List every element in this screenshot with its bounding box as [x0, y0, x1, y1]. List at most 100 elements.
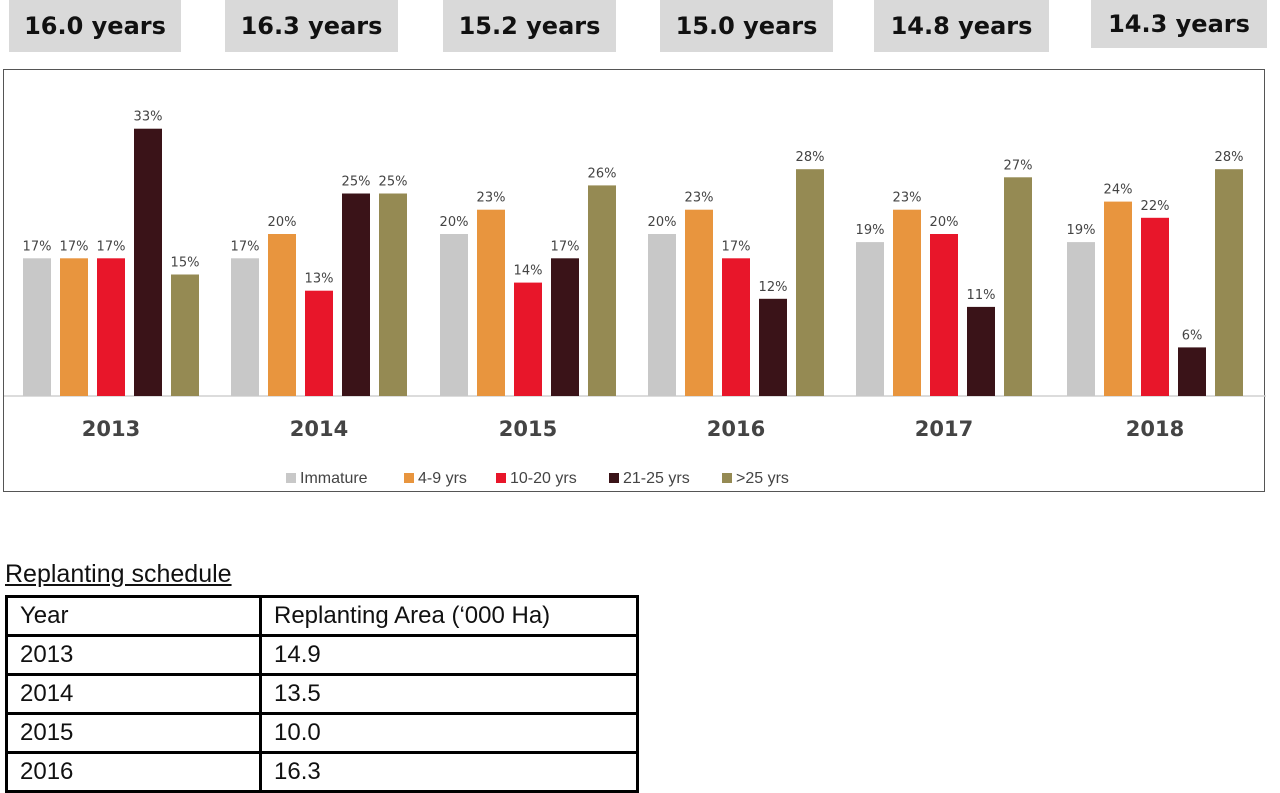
- data-label: 17%: [97, 239, 126, 254]
- year-tick-label: 2017: [915, 417, 973, 441]
- data-label: 20%: [648, 215, 677, 230]
- legend-swatch: [609, 473, 619, 483]
- bar-2017-1020yrs: [930, 234, 958, 396]
- replanting-schedule-table: Year Replanting Area (‘000 Ha) 2013 14.9…: [5, 595, 639, 793]
- year-tick-label: 2018: [1126, 417, 1184, 441]
- average-age-value: 16.3 years: [240, 12, 383, 40]
- bar-2017-2125yrs: [967, 306, 995, 396]
- legend-item: Immature: [286, 470, 368, 487]
- data-label: 17%: [60, 239, 89, 254]
- average-age-box-2015: 15.2 years: [443, 0, 616, 52]
- cell-area: 16.3: [259, 751, 639, 793]
- bar-2016-25yrs: [796, 169, 824, 396]
- bar-2013-2125yrs: [134, 128, 162, 396]
- data-label: 19%: [1067, 223, 1096, 238]
- average-age-value: 14.8 years: [890, 12, 1033, 40]
- cell-area: 10.0: [259, 712, 639, 754]
- bar-2014-1020yrs: [305, 290, 333, 396]
- bar-2017-49yrs: [893, 209, 921, 396]
- legend-item: 4-9 yrs: [404, 470, 467, 487]
- data-label: 27%: [1004, 158, 1033, 173]
- data-label: 17%: [722, 239, 751, 254]
- table-row: 2013 14.9: [5, 634, 639, 676]
- bar-2013-25yrs: [171, 274, 199, 396]
- bar-2018-25yrs: [1215, 169, 1243, 396]
- table-row: 2016 16.3: [5, 751, 639, 793]
- legend-swatch: [722, 473, 732, 483]
- bar-2015-immature: [440, 234, 468, 396]
- average-age-value: 15.2 years: [458, 12, 601, 40]
- bar-2018-1020yrs: [1141, 217, 1169, 396]
- data-label: 23%: [685, 191, 714, 206]
- average-age-value: 14.3 years: [1108, 10, 1250, 38]
- year-tick-label: 2016: [707, 417, 765, 441]
- bar-2016-1020yrs: [722, 258, 750, 396]
- bar-2014-49yrs: [268, 234, 296, 396]
- cell-year: 2016: [5, 751, 262, 793]
- legend-label: >25 yrs: [736, 470, 789, 487]
- data-label: 11%: [967, 288, 996, 303]
- legend-swatch: [404, 473, 414, 483]
- table-header-row: Year Replanting Area (‘000 Ha): [5, 595, 639, 637]
- data-label: 23%: [893, 191, 922, 206]
- average-age-box-2013: 16.0 years: [9, 0, 181, 52]
- data-label: 14%: [514, 264, 543, 279]
- cell-year: 2014: [5, 673, 262, 715]
- bar-2015-2125yrs: [551, 258, 579, 396]
- chart-canvas: 17% 17% 17% 33% 15% 2013 17% 20% 13% 25% 25% 2014 20…: [4, 110, 1266, 487]
- data-label: 20%: [930, 215, 959, 230]
- bar-2017-immature: [856, 242, 884, 396]
- cell-area: 14.9: [259, 634, 639, 676]
- bar-2016-immature: [648, 234, 676, 396]
- data-label: 17%: [231, 239, 260, 254]
- data-label: 26%: [588, 166, 617, 181]
- bar-2018-2125yrs: [1178, 347, 1206, 396]
- cell-year: 2013: [5, 634, 262, 676]
- table-row: 2014 13.5: [5, 673, 639, 715]
- data-label: 22%: [1141, 199, 1170, 214]
- data-label: 28%: [796, 150, 825, 165]
- legend-item: 21-25 yrs: [609, 470, 690, 487]
- data-label: 25%: [379, 175, 408, 190]
- bar-2013-immature: [23, 258, 51, 396]
- legend-item: >25 yrs: [722, 470, 789, 487]
- bar-2018-immature: [1067, 242, 1095, 396]
- data-label: 19%: [856, 223, 885, 238]
- bar-2013-1020yrs: [97, 258, 125, 396]
- bar-2013-49yrs: [60, 258, 88, 396]
- schedule-title: Replanting schedule: [5, 560, 232, 588]
- data-label: 33%: [134, 110, 163, 125]
- average-age-value: 15.0 years: [675, 12, 818, 40]
- average-age-value: 16.0 years: [24, 12, 166, 40]
- average-age-box-2017: 14.8 years: [874, 0, 1049, 52]
- bar-2014-2125yrs: [342, 193, 370, 396]
- header-year: Year: [5, 595, 262, 637]
- header-replanting-area: Replanting Area (‘000 Ha): [259, 595, 639, 637]
- bar-2017-25yrs: [1004, 177, 1032, 396]
- legend-label: 21-25 yrs: [623, 470, 690, 487]
- data-label: 23%: [477, 191, 506, 206]
- bar-2018-49yrs: [1104, 201, 1132, 396]
- year-tick-label: 2014: [290, 417, 348, 441]
- year-tick-label: 2013: [82, 417, 140, 441]
- data-label: 15%: [171, 256, 200, 271]
- data-label: 12%: [759, 280, 788, 295]
- data-label: 20%: [440, 215, 469, 230]
- bar-2014-25yrs: [379, 193, 407, 396]
- legend-label: 10-20 yrs: [510, 470, 577, 487]
- bar-2015-49yrs: [477, 209, 505, 396]
- data-label: 6%: [1182, 328, 1203, 343]
- legend-swatch: [496, 473, 506, 483]
- cell-year: 2015: [5, 712, 262, 754]
- legend-label: 4-9 yrs: [418, 470, 467, 487]
- data-label: 13%: [305, 272, 334, 287]
- average-age-box-2018: 14.3 years: [1091, 0, 1267, 48]
- legend-label: Immature: [300, 470, 368, 487]
- data-label: 17%: [551, 239, 580, 254]
- bar-2016-49yrs: [685, 209, 713, 396]
- data-label: 24%: [1104, 183, 1133, 198]
- bar-2015-25yrs: [588, 185, 616, 396]
- data-label: 17%: [23, 239, 52, 254]
- bar-2014-immature: [231, 258, 259, 396]
- data-label: 20%: [268, 215, 297, 230]
